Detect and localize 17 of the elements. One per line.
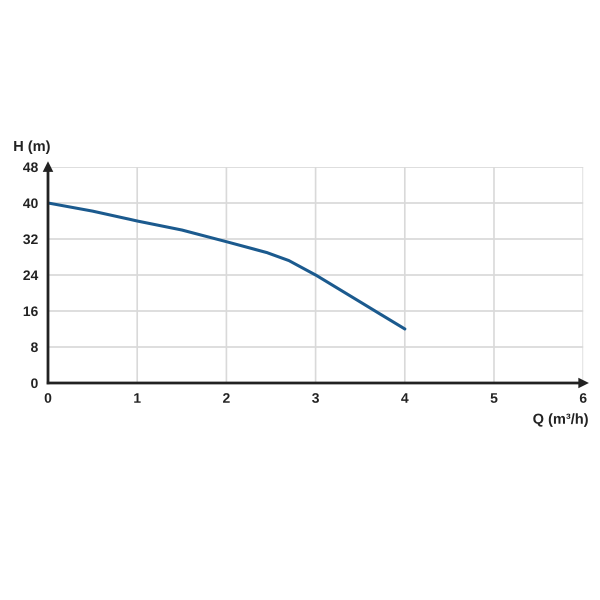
x-tick-label: 3	[312, 393, 319, 403]
line-series	[48, 201, 406, 331]
x-tick-label: 4	[401, 393, 409, 403]
y-tick-label: 32	[23, 234, 38, 244]
y-tick-label: 24	[23, 270, 38, 280]
x-tick-label: 6	[580, 393, 587, 403]
y-tick-label: 8	[30, 342, 38, 352]
x-tick-label: 5	[490, 393, 498, 403]
y-tick-label: 16	[24, 306, 38, 316]
x-tick-label: 1	[134, 393, 141, 403]
y-tick-label: 48	[23, 162, 38, 172]
x-tick-label: 0	[44, 393, 52, 403]
x-tick-label: 2	[223, 393, 230, 403]
y-tick-label: 0	[31, 378, 38, 388]
y-tick-label: 40	[23, 198, 38, 208]
x-axis-title: Q (m³/h)	[533, 413, 588, 427]
y-axis-title: H (m)	[14, 140, 50, 154]
